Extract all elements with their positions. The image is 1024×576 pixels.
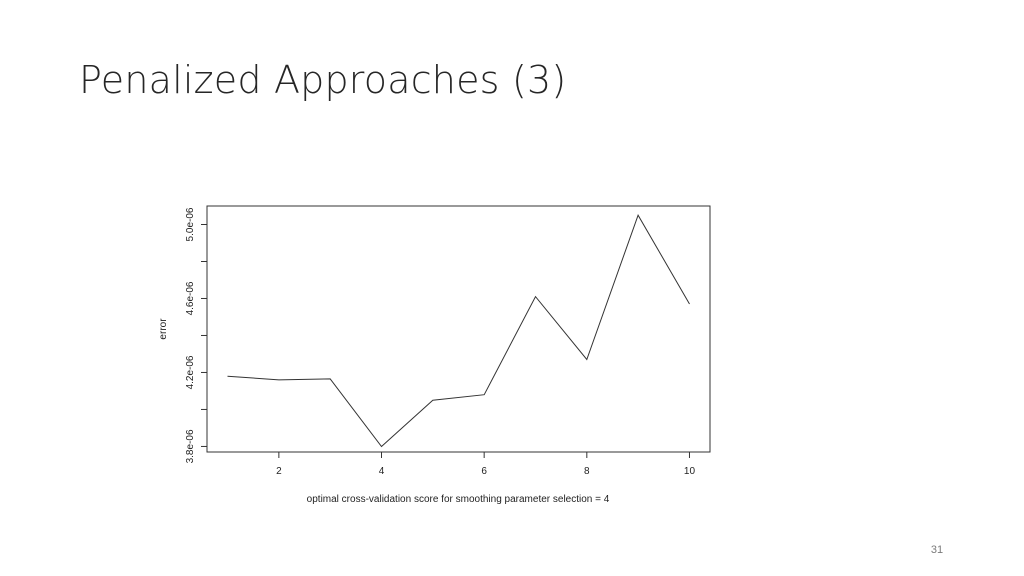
x-tick-label: 4 — [379, 466, 385, 477]
y-tick-label: 4.2e-06 — [185, 355, 196, 389]
x-tick-label: 2 — [276, 466, 282, 477]
y-tick-label: 4.6e-06 — [185, 281, 196, 315]
chart-svg: 2 4 6 8 10 3.8e-06 4.2e-06 4.6e-06 5.0e-06 opti… — [158, 205, 711, 505]
slide-title: Penalized Approaches (3) — [79, 58, 567, 102]
series-line — [227, 214, 690, 448]
y-axis-ticks: 3.8e-06 4.2e-06 4.6e-06 5.0e-06 — [185, 207, 207, 463]
page-number: 31 — [930, 544, 944, 556]
x-tick-label: 6 — [481, 466, 487, 477]
y-axis-title: error — [158, 318, 169, 340]
x-tick-label: 8 — [584, 466, 590, 477]
plot-frame — [206, 205, 711, 453]
y-tick-label: 3.8e-06 — [185, 429, 196, 463]
y-tick-label: 5.0e-06 — [185, 207, 196, 241]
x-tick-label: 10 — [684, 466, 696, 477]
x-axis-title: optimal cross-validation score for smoot… — [307, 494, 610, 505]
error-line-chart: 2 4 6 8 10 3.8e-06 4.2e-06 4.6e-06 5.0e-06 opti… — [150, 195, 730, 515]
x-axis-ticks: 2 4 6 8 10 — [276, 452, 695, 477]
